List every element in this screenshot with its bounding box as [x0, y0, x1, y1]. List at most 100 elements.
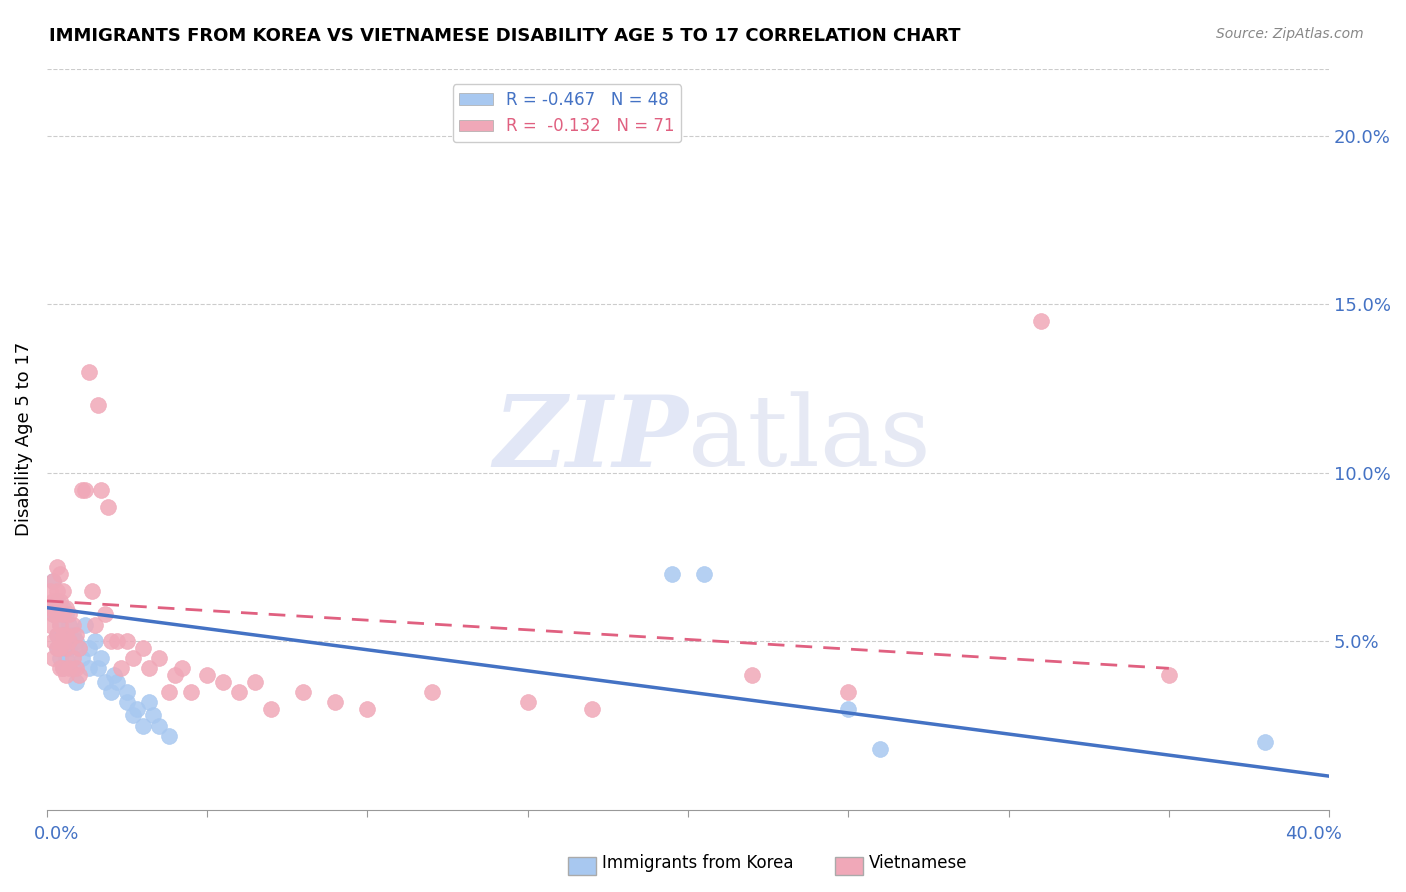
Point: [52, 600, 75, 615]
Point: [52, 583, 75, 598]
Point: [52, 627, 75, 641]
Point: [103, 668, 125, 682]
Point: [48, 566, 70, 581]
Text: Immigrants from Korea: Immigrants from Korea: [602, 855, 793, 872]
Point: [48, 634, 70, 648]
Point: [67, 668, 90, 682]
Text: ZIP: ZIP: [494, 391, 688, 487]
Point: [48, 651, 70, 665]
Point: [42, 574, 65, 588]
Text: 40.0%: 40.0%: [1285, 825, 1341, 844]
Point: [42, 574, 65, 588]
Point: [75, 617, 97, 632]
Point: [837, 685, 859, 699]
Point: [115, 634, 138, 648]
Point: [80, 583, 103, 598]
Point: [132, 718, 155, 732]
Point: [132, 641, 155, 656]
Point: [55, 641, 77, 656]
Point: [58, 617, 80, 632]
Point: [97, 500, 120, 514]
Point: [1029, 314, 1052, 328]
Point: [516, 695, 538, 709]
Point: [62, 651, 84, 665]
Point: [138, 661, 160, 675]
Point: [87, 661, 110, 675]
Point: [65, 627, 87, 641]
FancyBboxPatch shape: [568, 857, 596, 875]
Point: [165, 668, 187, 682]
Point: [67, 641, 90, 656]
Text: atlas: atlas: [688, 392, 931, 487]
Point: [42, 607, 65, 622]
Point: [52, 661, 75, 675]
Point: [70, 651, 93, 665]
Point: [90, 483, 112, 497]
Point: [45, 627, 67, 641]
Point: [180, 685, 202, 699]
Point: [107, 674, 129, 689]
Legend: R = -0.467   N = 48, R =  -0.132   N = 71: R = -0.467 N = 48, R = -0.132 N = 71: [453, 84, 682, 142]
Point: [70, 483, 93, 497]
Text: IMMIGRANTS FROM KOREA VS VIETNAMESE DISABILITY AGE 5 TO 17 CORRELATION CHART: IMMIGRANTS FROM KOREA VS VIETNAMESE DISA…: [49, 27, 960, 45]
Point: [55, 651, 77, 665]
Point: [93, 674, 115, 689]
Point: [55, 634, 77, 648]
Point: [157, 685, 180, 699]
Point: [84, 634, 107, 648]
Text: 0.0%: 0.0%: [34, 825, 80, 844]
Point: [110, 661, 132, 675]
Point: [58, 634, 80, 648]
Point: [65, 634, 87, 648]
Point: [90, 651, 112, 665]
Point: [420, 685, 443, 699]
Point: [157, 729, 180, 743]
Point: [52, 607, 75, 622]
Point: [228, 685, 250, 699]
Point: [39, 583, 62, 598]
Point: [39, 617, 62, 632]
Point: [693, 566, 716, 581]
Point: [212, 674, 235, 689]
Point: [661, 566, 683, 581]
Text: Vietnamese: Vietnamese: [869, 855, 967, 872]
Point: [48, 617, 70, 632]
Point: [170, 661, 193, 675]
Point: [115, 695, 138, 709]
Point: [245, 674, 267, 689]
Point: [107, 634, 129, 648]
Point: [100, 634, 122, 648]
Point: [52, 641, 75, 656]
Point: [869, 742, 891, 756]
Point: [122, 651, 145, 665]
Point: [42, 607, 65, 622]
Point: [581, 702, 603, 716]
Point: [84, 617, 107, 632]
Point: [195, 668, 218, 682]
Point: [67, 641, 90, 656]
Point: [148, 718, 170, 732]
Point: [125, 702, 148, 716]
Point: [39, 600, 62, 615]
Point: [62, 661, 84, 675]
Point: [42, 651, 65, 665]
Point: [42, 594, 65, 608]
Point: [837, 702, 859, 716]
Point: [65, 674, 87, 689]
Point: [62, 617, 84, 632]
Point: [45, 560, 67, 574]
Point: [45, 607, 67, 622]
Point: [93, 607, 115, 622]
Point: [1254, 735, 1277, 749]
Point: [148, 651, 170, 665]
Point: [75, 483, 97, 497]
Y-axis label: Disability Age 5 to 17: Disability Age 5 to 17: [15, 342, 32, 536]
Point: [55, 627, 77, 641]
Point: [45, 627, 67, 641]
Point: [100, 685, 122, 699]
Point: [55, 607, 77, 622]
Point: [77, 641, 100, 656]
Point: [55, 600, 77, 615]
Point: [52, 627, 75, 641]
Point: [48, 661, 70, 675]
